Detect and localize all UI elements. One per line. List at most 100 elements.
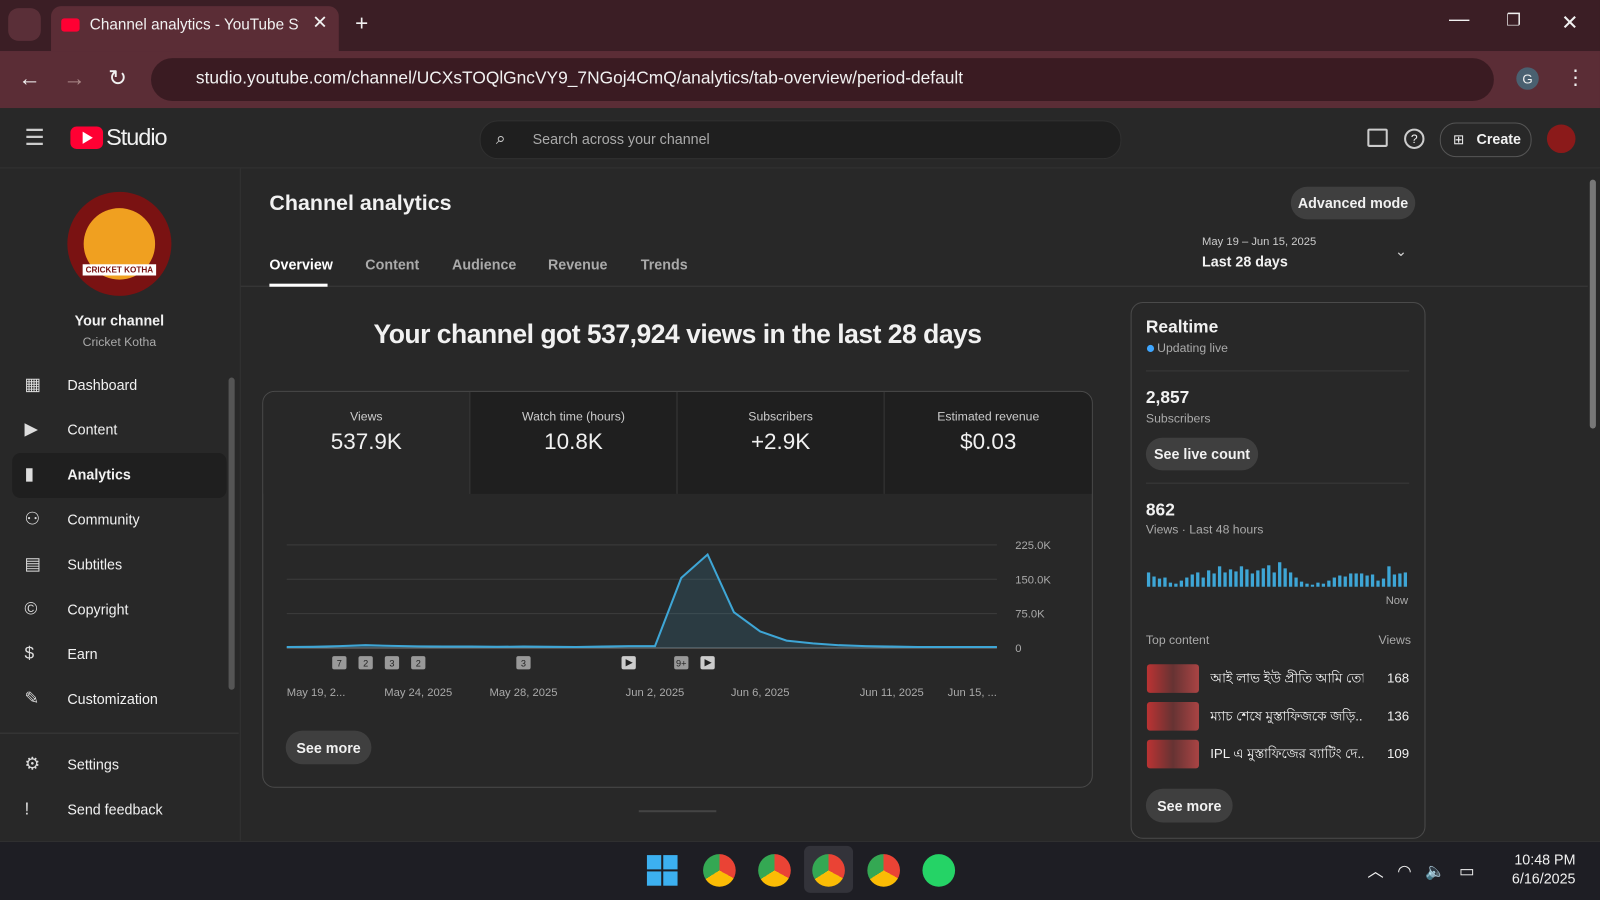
tray-icons[interactable]: ︿ ◠ 🔈 ▭ [1367,863,1475,881]
channel-avatar[interactable]: CRICKET KOTHA [67,191,172,296]
tab-search[interactable] [8,8,41,41]
bar [1321,583,1326,587]
forward[interactable]: → [63,65,86,91]
nav-icon[interactable]: © [24,598,38,619]
period-label[interactable]: Last 28 days [1202,253,1288,270]
realtime-title: Realtime [1145,317,1219,337]
help-icon[interactable]: ? [1404,128,1425,149]
metric-tile[interactable]: Estimated revenue $0.03 [884,391,1092,494]
content-title[interactable]: ম্যাচ শেষে মুস্তাফিজকে জড়ি... [1210,708,1364,724]
nav-icon[interactable]: ⚇ [24,509,41,529]
content-title[interactable]: IPL এ মুস্তাফিজের ব্যাটিং দে... [1210,745,1364,762]
whatsapp-app[interactable] [922,854,956,887]
bar [1250,573,1255,587]
realtime-see-more[interactable]: See more [1145,788,1233,823]
content-title[interactable]: আই লাভ ইউ প্রীতি আমি তো... [1210,670,1364,686]
x-tick-label: Jun 11, 2025 [860,687,924,699]
create-icon: ⊞ [1453,131,1465,147]
content-views: 136 [1387,708,1410,724]
chrome-app[interactable] [703,854,736,887]
close-window[interactable]: ✕ [1561,12,1579,35]
search-icon: ⌕ [495,128,506,148]
tab-underline [269,283,328,287]
nav-item[interactable]: Settings [67,756,119,773]
bar [1207,570,1211,587]
hamburger[interactable]: ☰ [24,124,45,150]
thumbnail[interactable] [1146,664,1199,693]
bar [1403,572,1407,587]
messages-icon[interactable] [1367,128,1388,147]
x-tick-label: May 24, 2025 [384,687,452,699]
nav-icon[interactable]: ▦ [24,374,41,394]
menu[interactable]: ⋮ [1565,67,1586,90]
omnibox[interactable] [151,58,1494,102]
marker-label: 2 [416,658,421,668]
nav-icon[interactable]: ⚙ [24,754,41,774]
chrome-app[interactable] [758,854,791,887]
chrome-app[interactable] [867,854,900,887]
nav-item[interactable]: Dashboard [67,376,138,393]
new-tab[interactable]: + [355,10,369,36]
advanced-mode[interactable]: Advanced mode [1290,186,1416,220]
nav-icon[interactable]: ✎ [24,688,40,709]
sidebar [0,168,241,841]
bar [1327,580,1331,587]
tab[interactable]: Revenue [547,256,608,273]
avatar-text: CRICKET KOTHA [82,264,157,276]
nav-item[interactable]: Customization [67,690,158,708]
start-button[interactable] [646,855,678,886]
nav-item[interactable]: Earn [67,645,98,663]
nav-icon[interactable]: ! [24,798,30,819]
bar [1256,570,1260,587]
nav-item[interactable]: Analytics [67,466,131,483]
bar [1354,573,1358,587]
thumbnail[interactable] [1146,702,1199,731]
see-live-count[interactable]: See live count [1145,437,1259,471]
metric-tile[interactable]: Watch time (hours) 10.8K [470,391,678,494]
nav-icon[interactable]: ▶ [24,419,38,439]
nav-item[interactable]: Send feedback [67,801,163,818]
bar [1392,574,1397,587]
live-dot [1146,344,1155,353]
nav-icon[interactable]: $ [24,643,35,664]
marker-label: 9+ [676,658,686,668]
tab[interactable]: Trends [640,256,688,273]
nav-item[interactable]: Community [67,511,140,528]
tab-close[interactable]: ✕ [312,12,328,33]
restore[interactable]: ❐ [1506,12,1521,30]
bar [1332,577,1336,587]
profile[interactable]: G [1516,67,1539,90]
metric-tile[interactable]: Subscribers +2.9K [677,391,885,494]
nav-icon[interactable]: ▤ [24,554,41,574]
minimize[interactable]: — [1448,8,1470,31]
yt-play [82,131,93,144]
tab[interactable]: Audience [452,256,517,273]
thumbnail[interactable] [1146,739,1199,769]
reload[interactable]: ↻ [108,65,127,91]
logo-text: Studio [106,123,167,150]
period-dropdown[interactable]: ⌄ [1394,242,1407,260]
bar [1288,572,1293,587]
nav-item[interactable]: Content [67,421,118,438]
bar [1278,562,1282,587]
bar [1239,566,1244,587]
see-more[interactable]: See more [285,730,372,765]
chrome-app[interactable] [812,854,845,887]
active-tab[interactable] [51,6,339,52]
metric-tile[interactable]: Views 537.9K [263,391,471,494]
nav-item[interactable]: Copyright [67,601,129,618]
x-tick-label: May 28, 2025 [489,687,557,699]
tab[interactable]: Overview [269,256,333,273]
x-tick-label: Jun 6, 2025 [731,687,790,699]
views-chart: 0 75.0K 150.0K 225.0K May 19, 2... May 24, 20… [286,540,1051,699]
back[interactable]: ← [18,65,41,91]
account-avatar[interactable] [1546,124,1576,154]
nav-icon[interactable]: ▮ [24,464,35,484]
video-marker [384,656,400,670]
metric-value: 10.8K [544,428,603,455]
nav-item[interactable]: Subtitles [67,556,123,573]
tab[interactable]: Content [365,256,420,273]
create-button[interactable] [1439,122,1532,158]
search-box[interactable] [479,120,1122,160]
bar [1305,583,1309,587]
